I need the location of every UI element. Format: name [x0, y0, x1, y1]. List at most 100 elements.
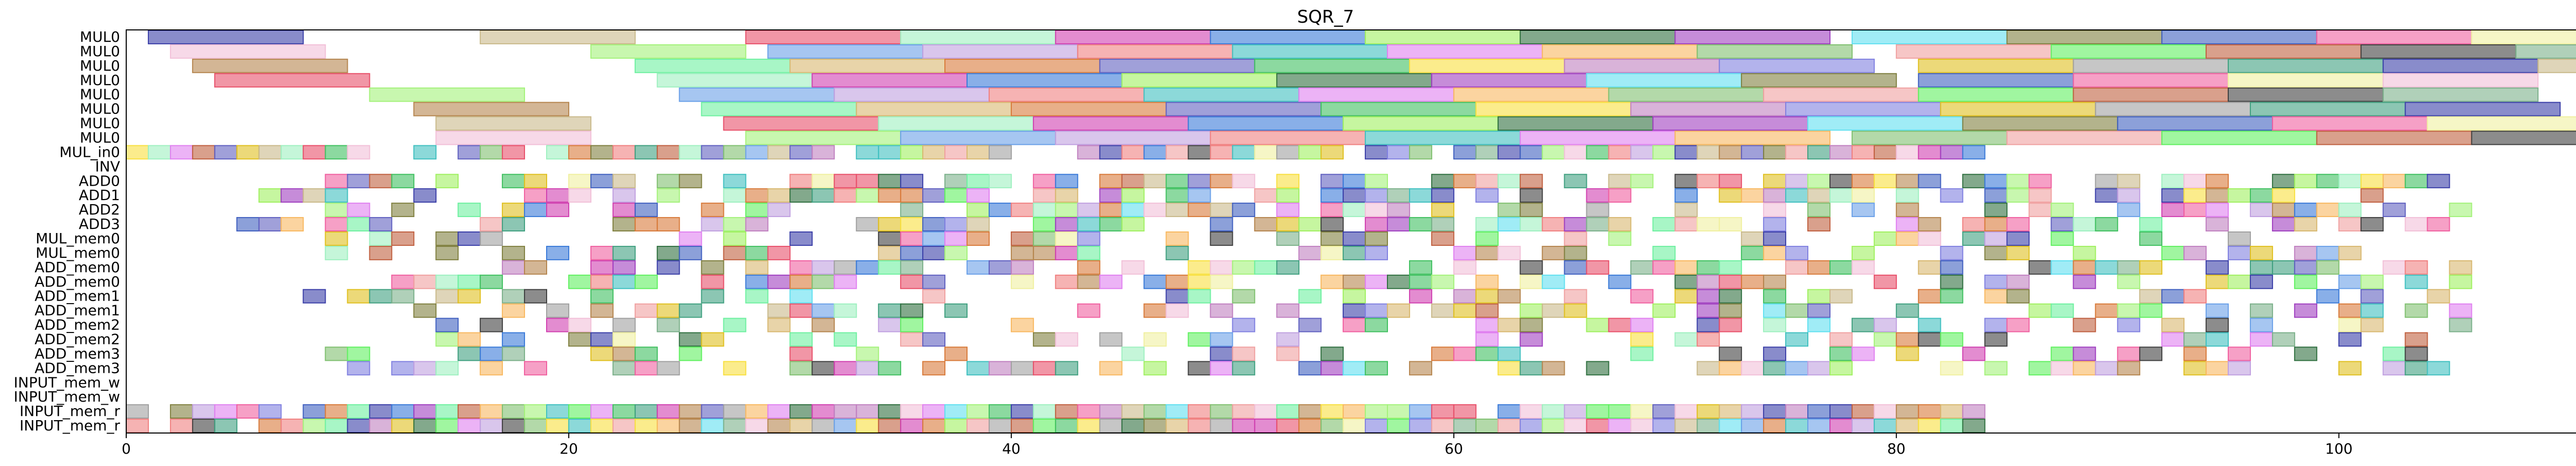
- mul-task-bar: [2382, 73, 2539, 88]
- op-slot-bar: [1984, 203, 2008, 218]
- op-slot-bar: [1674, 332, 1698, 347]
- op-slot-bar: [1077, 404, 1100, 419]
- mul-task-bar: [856, 102, 1012, 116]
- op-slot-bar: [568, 419, 591, 433]
- op-slot-bar: [2382, 361, 2406, 376]
- op-slot-bar: [988, 361, 1012, 376]
- op-slot-bar: [1829, 332, 1853, 347]
- op-slot-bar: [258, 404, 282, 419]
- op-slot-bar: [1829, 404, 1853, 419]
- row-label: ADD1: [79, 187, 120, 204]
- op-slot-bar: [2117, 303, 2141, 318]
- op-slot-bar: [701, 289, 724, 304]
- op-slot-bar: [811, 188, 835, 203]
- row-label: ADD2: [79, 201, 120, 218]
- op-slot-bar: [1652, 419, 1676, 433]
- op-slot-bar: [634, 346, 658, 361]
- op-slot-bar: [1210, 332, 1233, 347]
- op-slot-bar: [878, 303, 902, 318]
- op-slot-bar: [480, 419, 503, 433]
- op-slot-bar: [2360, 217, 2384, 232]
- op-slot-bar: [391, 361, 415, 376]
- op-slot-bar: [856, 361, 879, 376]
- op-slot-bar: [834, 332, 857, 347]
- op-slot-bar: [811, 174, 835, 189]
- op-slot-bar: [568, 145, 591, 160]
- op-slot-bar: [1940, 419, 1963, 433]
- op-slot-bar: [1807, 361, 1831, 376]
- mul-task-bar: [1188, 116, 1344, 131]
- op-slot-bar: [2206, 260, 2229, 275]
- op-slot-bar: [325, 231, 348, 246]
- op-slot-bar: [1453, 260, 1477, 275]
- op-slot-bar: [1010, 419, 1034, 433]
- op-slot-bar: [325, 145, 348, 160]
- op-slot-bar: [480, 217, 503, 232]
- op-slot-bar: [1586, 361, 1609, 376]
- op-slot-bar: [1320, 274, 1344, 289]
- row-label: INV: [95, 158, 120, 175]
- op-slot-bar: [1519, 203, 1543, 218]
- op-slot-bar: [1785, 245, 1809, 260]
- op-slot-bar: [1077, 274, 1100, 289]
- op-slot-bar: [1940, 274, 1963, 289]
- op-slot-bar: [967, 361, 990, 376]
- op-slot-bar: [2404, 260, 2428, 275]
- op-slot-bar: [1188, 361, 1211, 376]
- op-slot-bar: [413, 404, 437, 419]
- op-slot-bar: [1409, 419, 1432, 433]
- op-slot-bar: [1918, 419, 1941, 433]
- op-slot-bar: [1099, 203, 1123, 218]
- op-slot-bar: [1807, 318, 1831, 332]
- row-label: INPUT_mem_w: [14, 374, 120, 391]
- op-slot-bar: [1608, 145, 1632, 160]
- op-slot-bar: [2006, 188, 2030, 203]
- op-slot-bar: [1343, 361, 1366, 376]
- op-slot-bar: [1586, 318, 1609, 332]
- op-slot-bar: [2028, 188, 2052, 203]
- op-slot-bar: [2183, 361, 2207, 376]
- op-slot-bar: [1099, 174, 1123, 189]
- op-slot-bar: [1165, 174, 1189, 189]
- op-slot-bar: [1365, 188, 1388, 203]
- op-slot-bar: [1453, 174, 1477, 189]
- op-slot-bar: [723, 217, 747, 232]
- op-slot-bar: [480, 145, 503, 160]
- op-slot-bar: [126, 404, 149, 419]
- op-slot-bar: [480, 404, 503, 419]
- row-label: ADD_mem2: [35, 317, 120, 334]
- op-slot-bar: [1431, 346, 1454, 361]
- op-slot-bar: [834, 419, 857, 433]
- op-slot-bar: [856, 174, 879, 189]
- op-slot-bar: [1210, 145, 1233, 160]
- mul-task-bar: [2228, 87, 2384, 102]
- op-slot-bar: [1431, 203, 1454, 218]
- op-slot-bar: [856, 346, 879, 361]
- op-slot-bar: [2449, 274, 2472, 289]
- op-slot-bar: [1409, 145, 1432, 160]
- op-slot-bar: [701, 404, 724, 419]
- mul-task-bar: [634, 58, 791, 73]
- row-label: MUL0: [80, 28, 120, 45]
- op-slot-bar: [634, 303, 658, 318]
- op-slot-bar: [1674, 260, 1698, 275]
- op-slot-bar: [347, 174, 370, 189]
- op-slot-bar: [2404, 174, 2428, 189]
- op-slot-bar: [302, 289, 326, 304]
- mul-task-bar: [1895, 44, 2052, 59]
- op-slot-bar: [1298, 245, 1322, 260]
- op-slot-bar: [568, 274, 591, 289]
- op-slot-bar: [1298, 217, 1322, 232]
- op-slot-bar: [2139, 231, 2163, 246]
- op-slot-bar: [1320, 188, 1344, 203]
- op-slot-bar: [1940, 332, 1963, 347]
- x-tick-label: 0: [122, 440, 131, 457]
- op-slot-bar: [502, 404, 526, 419]
- op-slot-bar: [1055, 361, 1078, 376]
- op-slot-bar: [1630, 346, 1654, 361]
- op-slot-bar: [1497, 245, 1521, 260]
- op-slot-bar: [1409, 404, 1432, 419]
- op-slot-bar: [1807, 145, 1831, 160]
- op-slot-bar: [524, 289, 547, 304]
- op-slot-bar: [347, 217, 370, 232]
